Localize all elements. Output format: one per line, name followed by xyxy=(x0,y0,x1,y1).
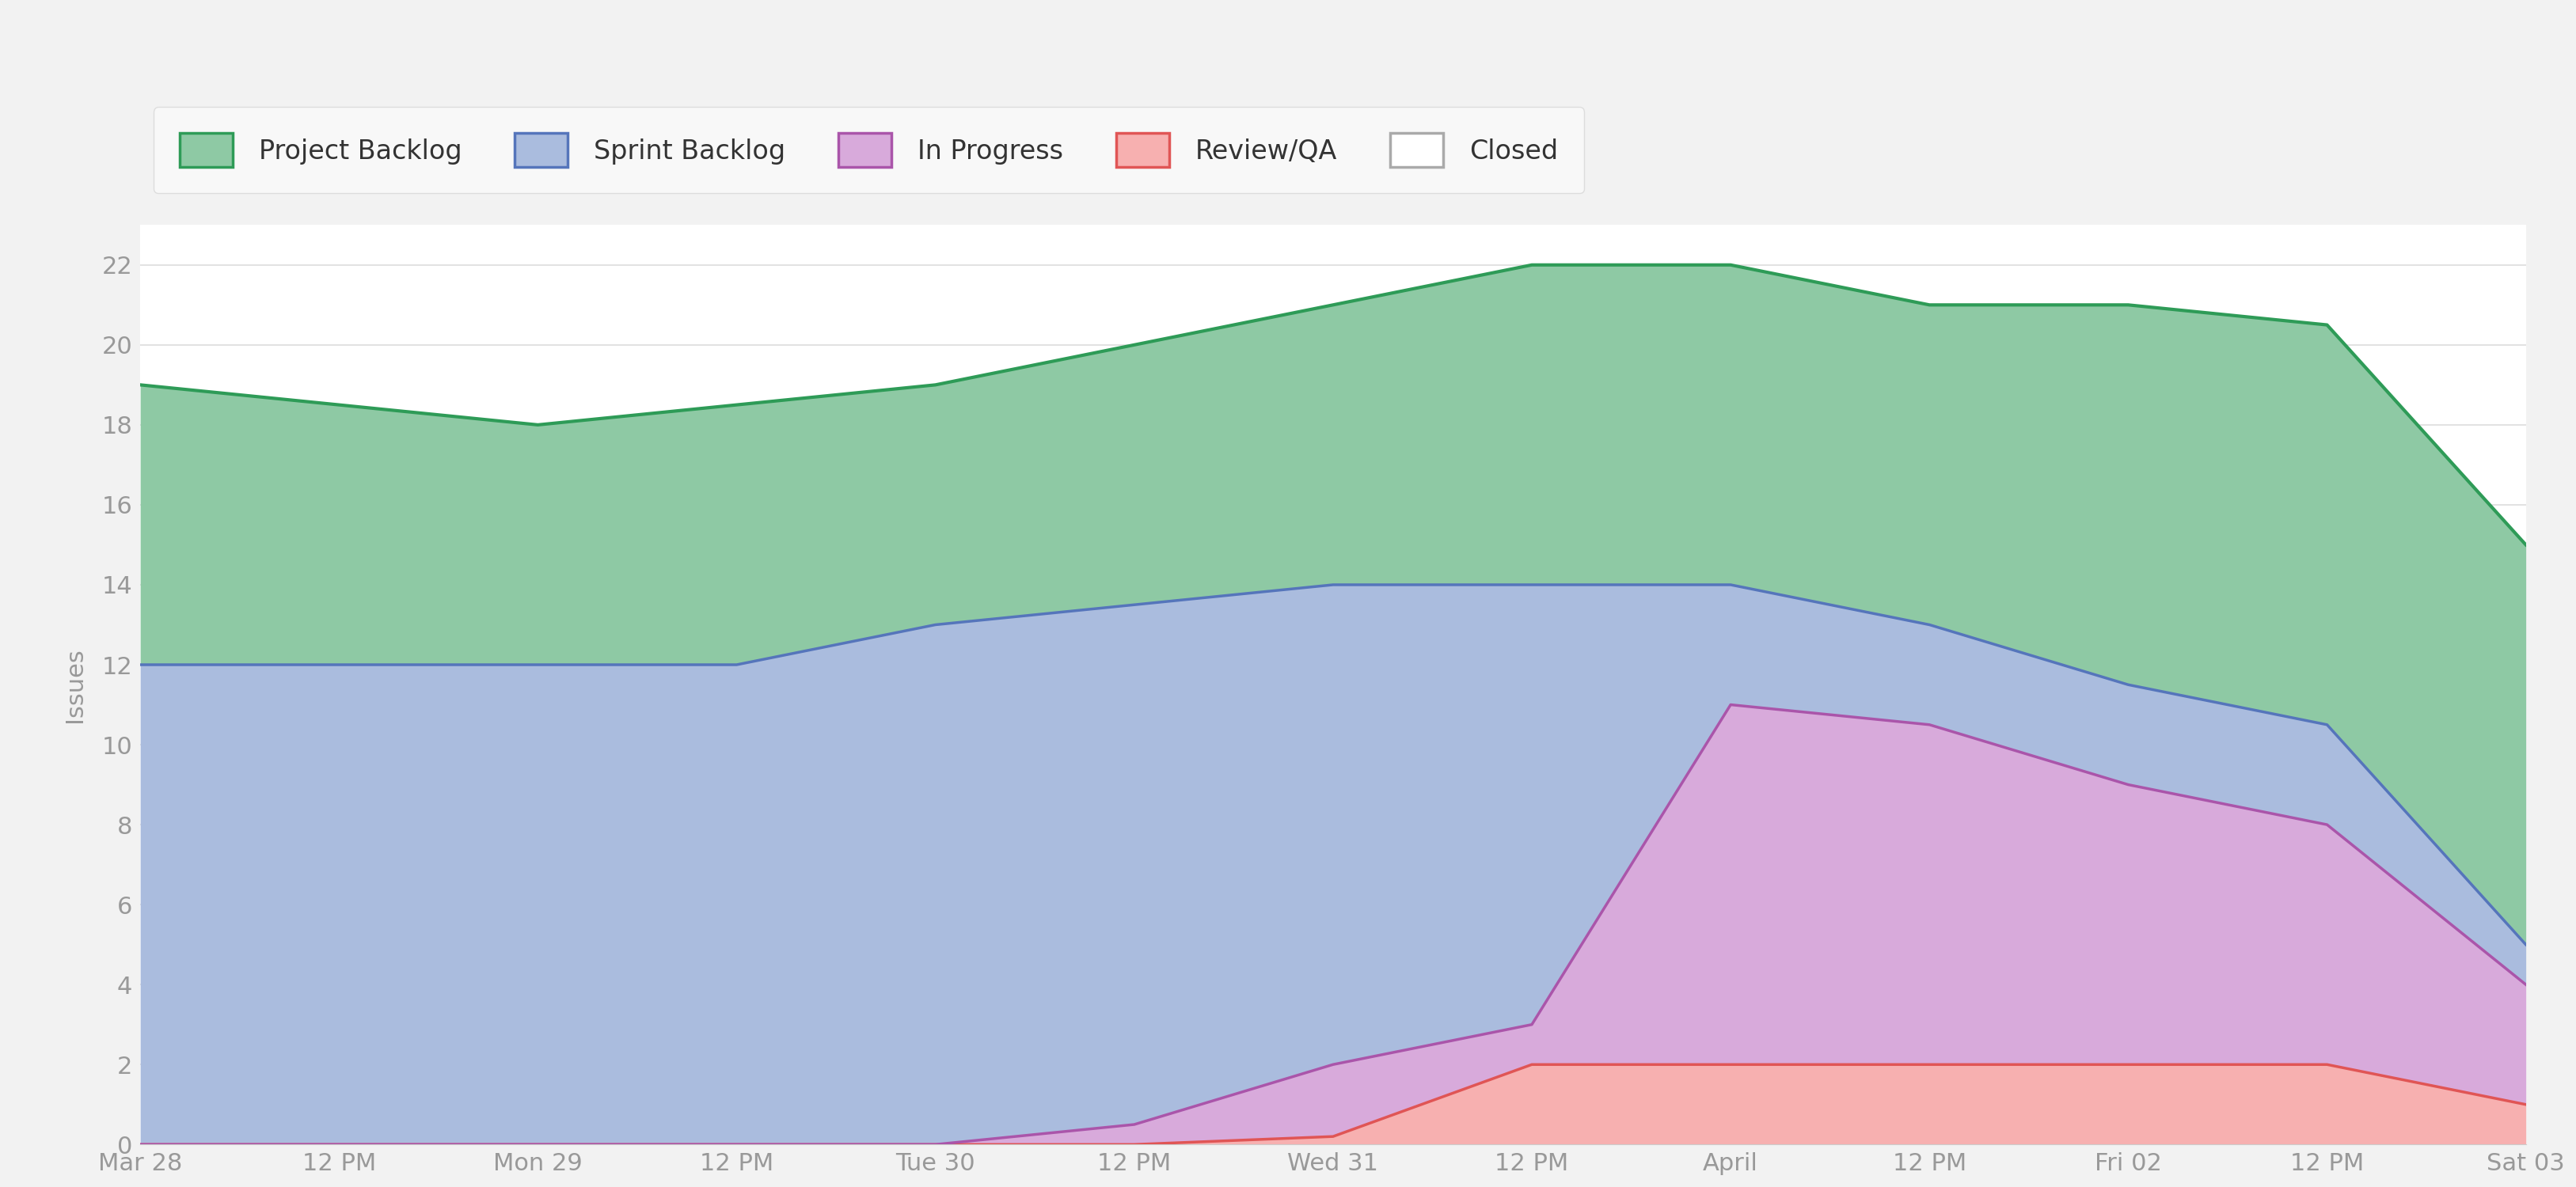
Y-axis label: Issues: Issues xyxy=(64,647,88,722)
Legend: Project Backlog, Sprint Backlog, In Progress, Review/QA, Closed: Project Backlog, Sprint Backlog, In Prog… xyxy=(155,107,1584,193)
